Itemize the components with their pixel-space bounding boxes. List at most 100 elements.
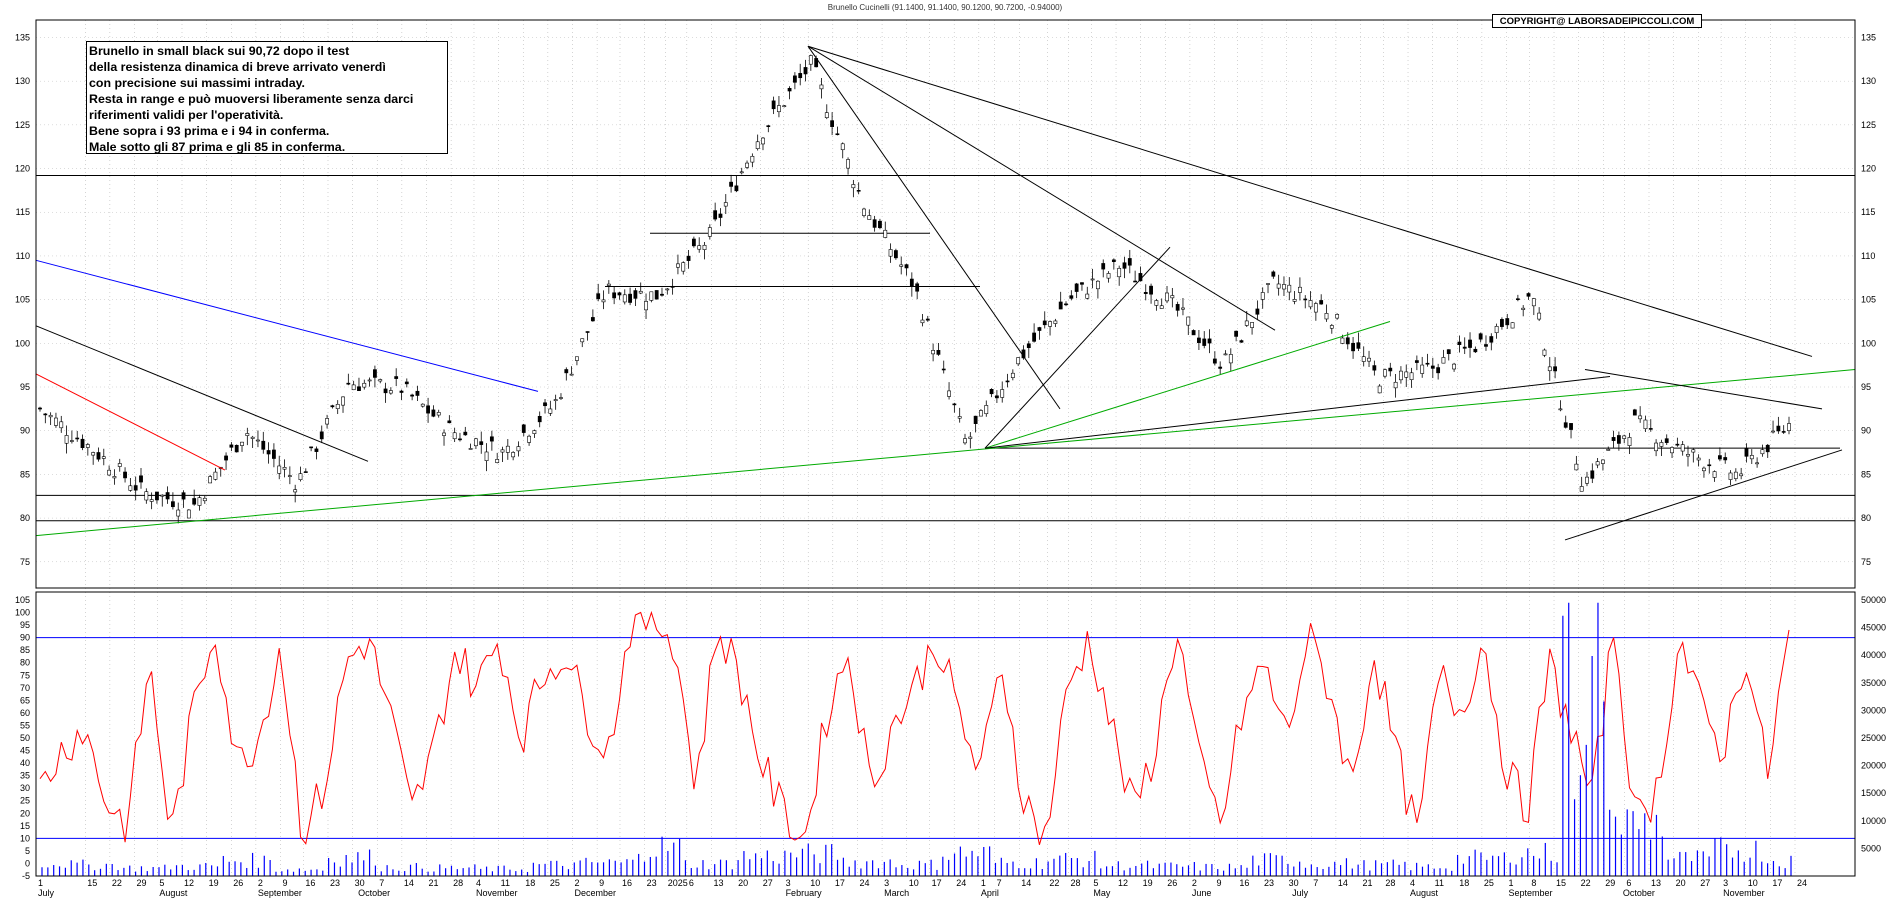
price-y-tick-right: 110 [1861,251,1875,261]
candle-body [500,449,505,453]
candle-body [973,415,978,424]
candle-body [165,492,170,500]
candle-body [319,431,324,440]
candle-body [245,433,250,436]
candle-body [883,229,888,238]
candle-body [686,255,691,261]
x-tick-label: 24 [859,878,869,888]
candle-body [1037,327,1042,331]
candle-body [1404,371,1409,378]
candle-body [1425,362,1430,365]
candle-body [1478,333,1483,340]
candle-body [410,394,415,397]
trendline [807,45,1061,410]
candle-body [1361,356,1366,362]
candle-body [633,290,638,299]
volume-y-tick: 30000 [1861,705,1886,715]
candle-body [1244,320,1249,326]
trendline [35,325,369,462]
candle-body [1622,435,1627,439]
candle-body [256,439,260,442]
note-line-2: della resistenza dinamica di breve arriv… [89,60,386,74]
candle-body [1680,444,1685,452]
candle-body [186,509,191,519]
candle-body [1414,360,1419,363]
price-y-tick-left: 120 [15,164,30,174]
x-tick-label: 27 [1700,878,1710,888]
candle-body [1468,339,1472,348]
candle-body [1026,343,1031,348]
candle-body [1170,295,1175,299]
candle-body [1654,442,1658,452]
x-tick-label: 13 [1651,878,1661,888]
osc-y-tick: 50 [20,733,30,743]
candle-body [888,249,893,257]
x-tick-label: 11 [501,878,510,888]
candle-body [107,469,112,476]
osc-y-tick: 65 [20,695,30,705]
candle-body [862,208,866,216]
candle-body [670,285,675,288]
candle-body [1271,271,1276,277]
candle-body [564,369,569,374]
candle-body [1452,363,1456,370]
candle-body [139,475,143,483]
candle-body [1329,325,1334,329]
x-tick-label: 22 [1581,878,1591,888]
candle-body [96,452,101,460]
x-tick-label: 3 [1723,878,1728,888]
analysis-note: Brunello in small black sui 90,72 dopo i… [86,41,448,154]
osc-y-tick: 75 [20,670,30,680]
candle-body [1356,342,1361,349]
candle-body [133,485,138,491]
x-tick-label: 12 [1118,878,1128,888]
candle-body [1282,284,1286,290]
x-tick-label: 5 [1093,878,1098,888]
candle-body [1367,357,1371,362]
oscillator-line [39,610,1790,845]
candle-body [1733,471,1738,479]
x-tick-label: November [476,888,518,898]
price-y-tick-left: 105 [15,295,30,305]
candle-body [1175,304,1180,311]
candle-body [505,445,510,453]
x-tick-label: 14 [1338,878,1348,888]
x-tick-label: 16 [1239,878,1249,888]
x-tick-label: 14 [1021,878,1031,888]
candle-body [261,440,266,450]
price-y-tick-right: 95 [1861,382,1871,392]
candle-body [1606,448,1611,451]
candle-body [994,395,999,399]
candle-body [266,450,271,455]
trendline [984,246,1171,449]
price-levels [36,175,1855,522]
candle-body [575,356,579,361]
price-y-tick-right: 75 [1861,557,1871,567]
candle-body [298,473,303,481]
note-line-6: Bene sopra i 93 prima e i 94 in conferma… [89,124,330,138]
candle-body [1383,369,1387,377]
candle-body [436,412,441,416]
x-tick-label: 22 [1049,878,1059,888]
candle-body [835,133,840,136]
x-tick-label: 15 [1556,878,1566,888]
candle-body [1638,415,1643,420]
candle-body [777,105,781,113]
price-y-tick-left: 80 [20,513,30,523]
candle-body [442,432,446,436]
candle-body [1494,326,1499,334]
trendline [807,45,1276,331]
trendlines [35,45,1856,541]
candle-body [1228,354,1233,364]
candle-body [1090,278,1095,281]
candle-body [1441,357,1446,364]
x-tick-label: November [1723,888,1765,898]
candle-body [1181,307,1185,310]
candle-body [1484,344,1488,347]
osc-y-tick: 0 [25,858,30,868]
candle-body [181,492,186,500]
candle-body [1500,319,1504,327]
candle-body [1335,314,1340,319]
osc-y-tick: 95 [20,620,30,630]
x-tick-label: 23 [330,878,340,888]
